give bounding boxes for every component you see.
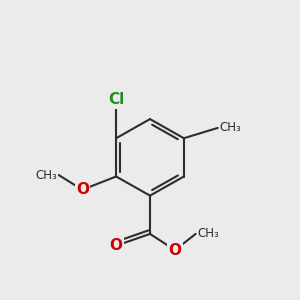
Text: O: O [76, 182, 89, 197]
Text: CH₃: CH₃ [35, 169, 57, 182]
Text: CH₃: CH₃ [219, 122, 241, 134]
Text: O: O [169, 243, 182, 258]
Text: CH₃: CH₃ [197, 227, 219, 240]
Text: O: O [110, 238, 123, 253]
Text: Cl: Cl [108, 92, 124, 107]
